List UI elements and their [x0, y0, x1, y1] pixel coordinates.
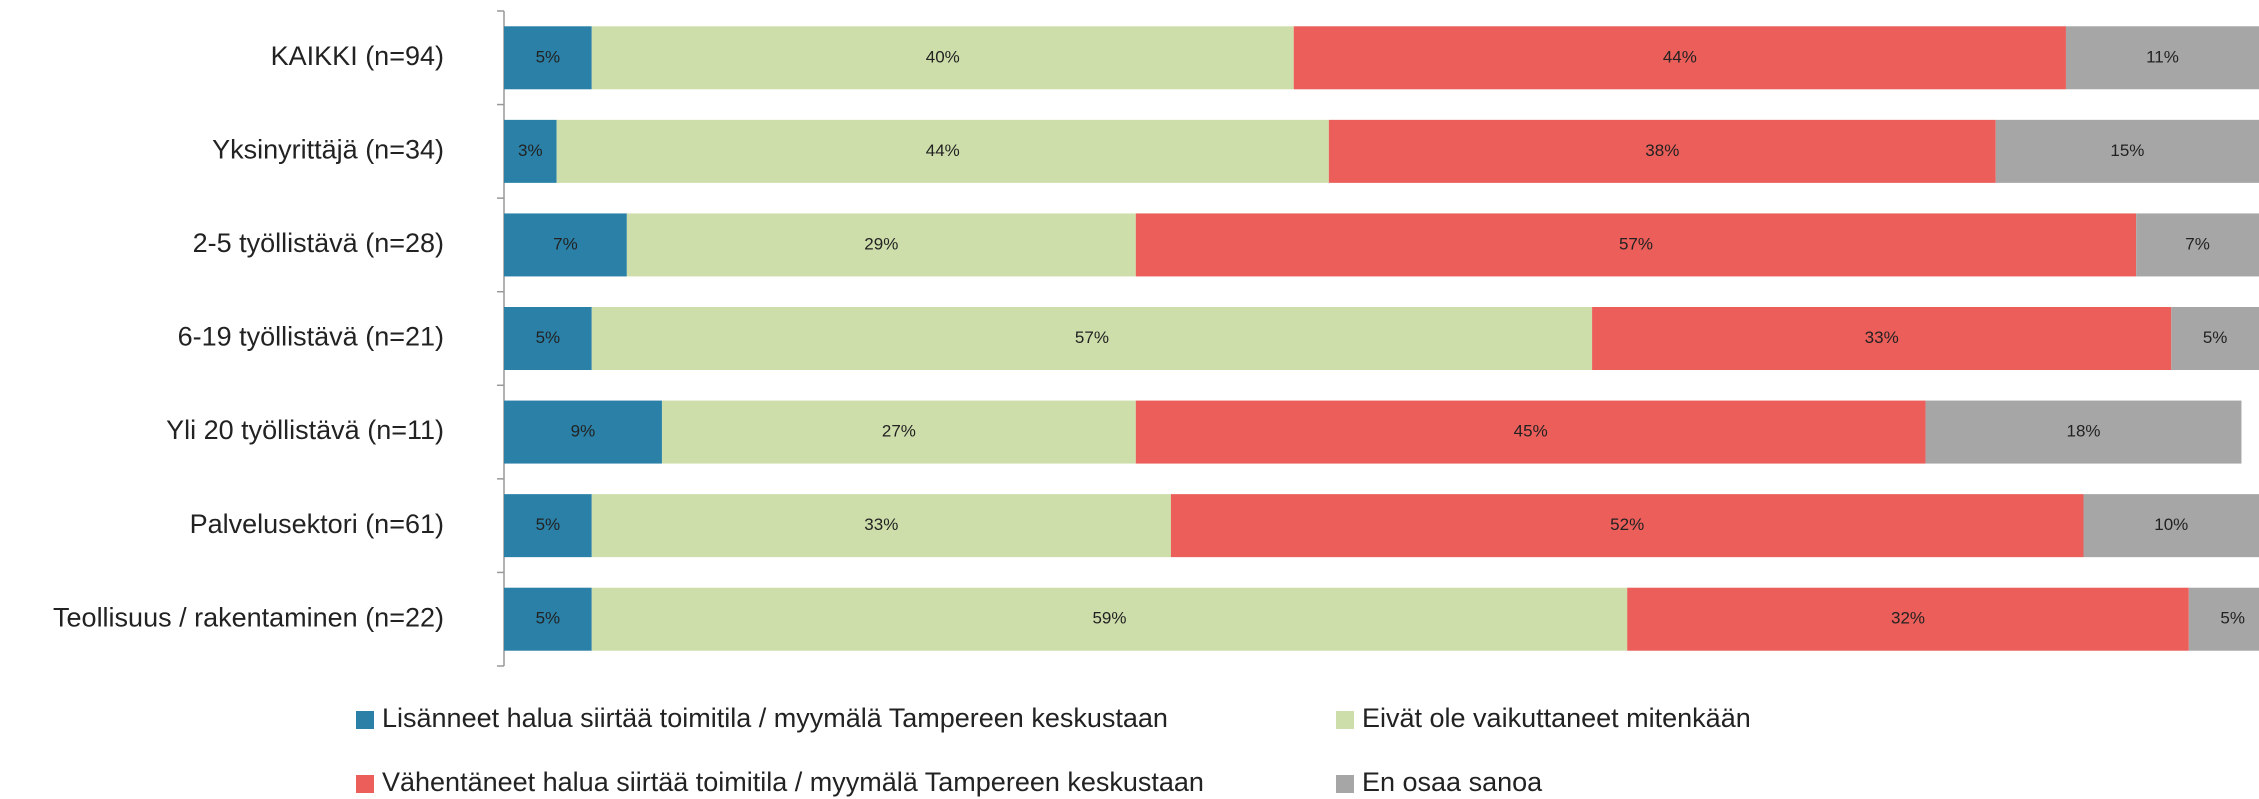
value-label: 44%	[926, 141, 960, 160]
category-label: 2-5 työllistävä (n=28)	[193, 228, 444, 258]
bar-segment	[1170, 494, 2084, 558]
bar-segment	[556, 119, 1329, 183]
bar-segment	[1592, 307, 2172, 370]
category-label: Palvelusektori (n=61)	[190, 509, 444, 539]
value-label: 33%	[1865, 328, 1899, 347]
legend-swatch	[356, 711, 374, 729]
bar-segment	[2136, 213, 2259, 277]
value-label: 5%	[536, 609, 561, 628]
value-label: 7%	[2185, 234, 2210, 253]
value-label: 57%	[1075, 328, 1109, 347]
bar-segment	[504, 494, 592, 558]
value-label: 27%	[882, 422, 916, 441]
legend-swatch	[1336, 775, 1354, 793]
bar-segment	[504, 307, 592, 370]
category-label: KAIKKI (n=94)	[271, 41, 444, 71]
bar-segment	[591, 587, 1628, 651]
value-label: 40%	[926, 47, 960, 66]
bar-segment	[1925, 400, 2242, 464]
value-label: 38%	[1645, 141, 1679, 160]
value-label: 59%	[1092, 609, 1126, 628]
value-label: 32%	[1891, 609, 1925, 628]
value-label: 5%	[2203, 328, 2228, 347]
legend-swatch	[356, 775, 374, 793]
category-label: Yksinyrittäjä (n=34)	[212, 134, 444, 164]
category-label: Yli 20 työllistävä (n=11)	[166, 415, 444, 445]
bar-segment	[1135, 400, 1926, 464]
bar-segment	[591, 26, 1294, 90]
category-label: Teollisuus / rakentaminen (n=22)	[53, 602, 444, 632]
legend-label: Lisänneet halua siirtää toimitila / myym…	[382, 703, 1168, 733]
value-label: 9%	[571, 422, 596, 441]
bar-segment	[504, 400, 662, 464]
value-label: 52%	[1610, 515, 1644, 534]
value-label: 3%	[518, 141, 543, 160]
bar-segment	[504, 587, 592, 651]
bar-segment	[2171, 307, 2259, 370]
value-label: 44%	[1663, 47, 1697, 66]
legend-swatch	[1336, 711, 1354, 729]
value-label: 18%	[2066, 422, 2100, 441]
bar-segment	[2065, 26, 2259, 90]
value-label: 45%	[1514, 422, 1548, 441]
bar-segment	[1135, 213, 2137, 277]
legend-label: Vähentäneet halua siirtää toimitila / my…	[382, 767, 1204, 797]
value-label: 5%	[2220, 609, 2245, 628]
bar-segment	[626, 213, 1136, 277]
bar-segment	[1293, 26, 2066, 90]
bar-segment	[1328, 119, 1996, 183]
bar-segment	[504, 26, 592, 90]
bar-segment	[661, 400, 1136, 464]
bar-segment	[591, 494, 1171, 558]
value-label: 33%	[864, 515, 898, 534]
bar-segment	[504, 213, 627, 277]
value-label: 29%	[864, 234, 898, 253]
bar-segment	[504, 119, 557, 183]
value-label: 5%	[536, 47, 561, 66]
legend-label: Eivät ole vaikuttaneet mitenkään	[1362, 703, 1751, 733]
bar-segment	[591, 307, 1593, 370]
value-label: 57%	[1619, 234, 1653, 253]
bar-segment	[2083, 494, 2259, 558]
value-label: 10%	[2154, 515, 2188, 534]
bar-segment	[1627, 587, 2189, 651]
bar-segment	[2188, 587, 2259, 651]
legend-label: En osaa sanoa	[1362, 767, 1543, 797]
bar-segment	[1995, 119, 2259, 183]
value-label: 5%	[536, 515, 561, 534]
value-label: 11%	[2146, 47, 2179, 66]
value-label: 5%	[536, 328, 561, 347]
value-label: 15%	[2110, 141, 2144, 160]
category-label: 6-19 työllistävä (n=21)	[178, 322, 444, 352]
value-label: 7%	[553, 234, 578, 253]
